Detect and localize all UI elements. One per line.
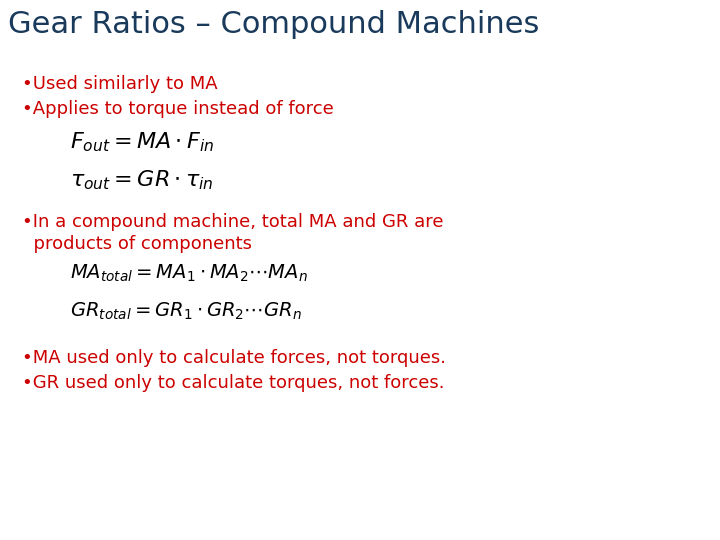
- Text: •Applies to torque instead of force: •Applies to torque instead of force: [22, 100, 334, 118]
- Text: •Used similarly to MA: •Used similarly to MA: [22, 75, 217, 93]
- Text: products of components: products of components: [22, 235, 252, 253]
- Text: $F_{out} = MA \cdot F_{in}$: $F_{out} = MA \cdot F_{in}$: [70, 130, 215, 153]
- Text: •In a compound machine, total MA and GR are: •In a compound machine, total MA and GR …: [22, 213, 444, 231]
- Text: •GR used only to calculate torques, not forces.: •GR used only to calculate torques, not …: [22, 374, 444, 392]
- Text: Gear Ratios – Compound Machines: Gear Ratios – Compound Machines: [8, 10, 539, 39]
- Text: $\tau_{out} = GR \cdot \tau_{in}$: $\tau_{out} = GR \cdot \tau_{in}$: [70, 168, 214, 192]
- Text: $GR_{total} = GR_1 \cdot GR_2 \cdots GR_n$: $GR_{total} = GR_1 \cdot GR_2 \cdots GR_…: [70, 301, 302, 322]
- Text: $MA_{total} = MA_1 \cdot MA_2 \cdots MA_n$: $MA_{total} = MA_1 \cdot MA_2 \cdots MA_…: [70, 263, 308, 284]
- Text: •MA used only to calculate forces, not torques.: •MA used only to calculate forces, not t…: [22, 349, 446, 367]
